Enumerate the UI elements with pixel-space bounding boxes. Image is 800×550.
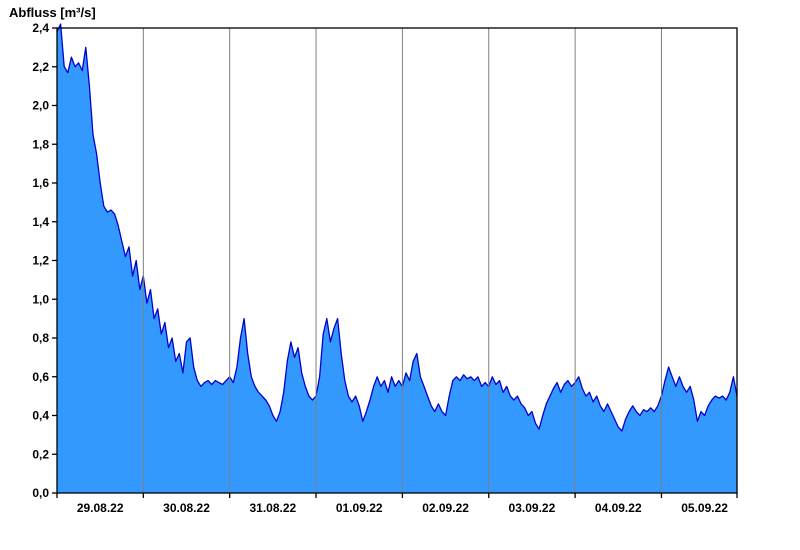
x-tick-label: 30.08.22 [163, 501, 210, 515]
day-gridlines [142, 28, 662, 493]
x-tick-label: 03.09.22 [509, 501, 556, 515]
x-tick-label: 04.09.22 [595, 501, 642, 515]
x-tick-label: 05.09.22 [681, 501, 728, 515]
y-tick-label: 0,6 [32, 370, 49, 384]
chart-title: Abfluss [m³/s] [9, 5, 96, 20]
y-tick-label: 0,0 [32, 486, 49, 500]
y-tick-label: 1,6 [32, 176, 49, 190]
y-tick-label: 1,2 [32, 254, 49, 268]
y-axis: 0,0 0,2 0,4 0,6 0,8 1,0 1,2 1,4 1,6 1,8 2,0 2,2 2,4 [32, 21, 57, 500]
area-series [56, 23, 738, 493]
y-tick-label: 1,8 [32, 137, 49, 151]
x-tick-label: 01.09.22 [336, 501, 383, 515]
y-tick-label: 2,4 [32, 21, 49, 35]
x-tick-label: 29.08.22 [77, 501, 124, 515]
y-tick-label: 1,4 [32, 215, 49, 229]
y-tick-label: 0,8 [32, 331, 49, 345]
y-tick-label: 0,4 [32, 409, 49, 423]
x-tick-label: 31.08.22 [250, 501, 297, 515]
y-tick-label: 2,2 [32, 60, 49, 74]
y-tick-label: 0,2 [32, 447, 49, 461]
x-tick-label: 02.09.22 [422, 501, 469, 515]
y-tick-label: 1,0 [32, 292, 49, 306]
x-axis: 29.08.22 30.08.22 31.08.22 01.09.22 02.09.22… [56, 493, 738, 515]
y-tick-label: 2,0 [32, 99, 49, 113]
